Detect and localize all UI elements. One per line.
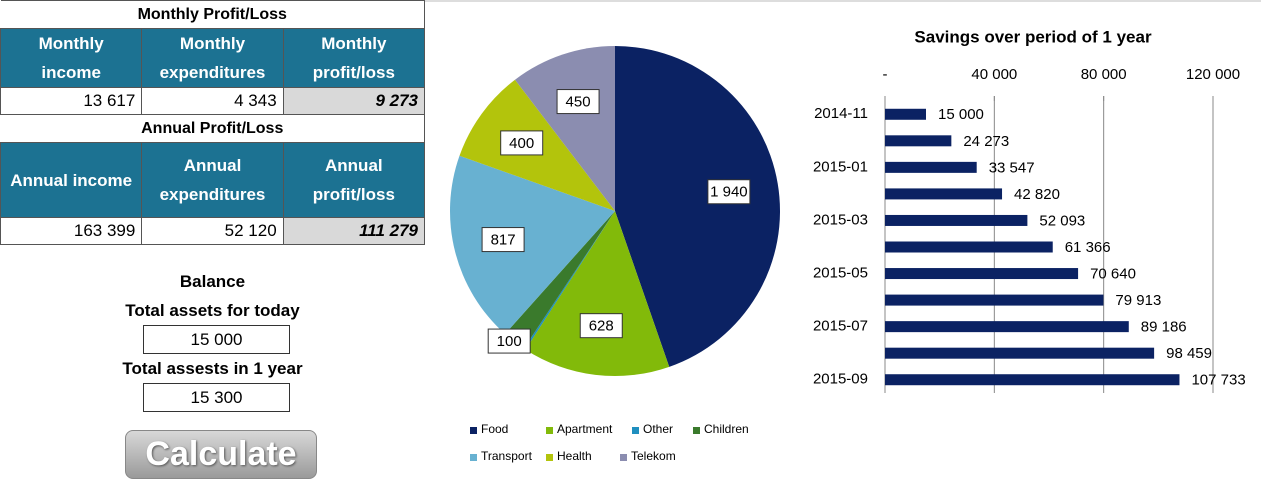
legend-swatch — [693, 427, 700, 434]
label-box — [556, 89, 600, 115]
bar — [885, 374, 1180, 386]
label-box — [481, 227, 525, 253]
value-box: 15 300 — [143, 383, 290, 412]
y-tick-label: 2015-01 — [813, 158, 868, 175]
data-label: 1 940 — [710, 184, 748, 201]
legend-label: Transport — [481, 449, 533, 463]
cell: 4 343 — [141, 87, 284, 115]
label-box — [487, 328, 531, 354]
pie-slice — [615, 46, 780, 367]
cell: 163 399 — [0, 217, 143, 245]
legend-swatch — [546, 427, 553, 434]
x-tick-label: 120 000 — [1186, 66, 1240, 83]
data-label: 107 733 — [1191, 372, 1245, 389]
cell: 9 273 — [282, 87, 426, 115]
bar — [885, 214, 1028, 226]
data-label: 70 640 — [1090, 266, 1136, 283]
data-label: 98 459 — [1166, 345, 1212, 362]
pie-slice — [515, 46, 615, 211]
header: Annual profit/loss — [282, 142, 426, 218]
cell: 111 279 — [282, 217, 426, 245]
bar — [885, 347, 1155, 359]
data-label: 89 186 — [1141, 319, 1187, 336]
data-label: 42 820 — [1014, 186, 1060, 203]
x-tick-label: 40 000 — [971, 66, 1017, 83]
data-label: 79 913 — [1115, 292, 1161, 309]
legend-label: Apartment — [557, 422, 613, 436]
bar — [885, 188, 1003, 200]
y-tick-label: 2015-05 — [813, 265, 868, 282]
bar — [885, 268, 1079, 280]
header: Monthly income — [0, 28, 143, 88]
legend-label: Health — [557, 449, 592, 463]
profit-panel: Monthly Profit/Loss Monthly income Monthl… — [0, 0, 426, 479]
bar — [885, 241, 1053, 253]
y-tick-label: 2014-11 — [814, 105, 868, 122]
data-label: 450 — [566, 94, 591, 111]
data-label: 15 000 — [938, 106, 984, 123]
monthly-table: Monthly Profit/Loss Monthly income Monthl… — [0, 0, 426, 245]
legend-swatch — [546, 454, 553, 461]
header: Monthly profit/loss — [282, 28, 426, 88]
label-box — [579, 313, 623, 339]
chart-title: Savings over period of 1 year — [914, 27, 1152, 46]
x-tick-label: 80 000 — [1081, 66, 1127, 83]
bar — [885, 161, 977, 173]
data-label: 817 — [491, 232, 516, 249]
legend-swatch — [620, 454, 627, 461]
bar — [885, 108, 926, 120]
pie-slice — [504, 211, 615, 349]
legend-label: Children — [704, 422, 749, 436]
data-label: 628 — [589, 318, 614, 335]
pie-slice — [449, 155, 615, 334]
value-box: 15 000 — [143, 325, 290, 354]
y-tick-label: 2015-03 — [813, 211, 868, 228]
bar — [885, 321, 1129, 333]
label: Total assets for today — [125, 301, 300, 320]
header: Monthly expenditures — [141, 28, 284, 88]
pie-slice — [525, 211, 670, 376]
y-tick-label: 2015-09 — [813, 371, 868, 388]
legend-label: Food — [481, 422, 508, 436]
pie-slice — [523, 211, 615, 350]
table-title: Annual Profit/Loss — [0, 114, 425, 143]
table-title: Monthly Profit/Loss — [0, 0, 425, 29]
pie-slice — [459, 79, 615, 211]
cell: 52 120 — [141, 217, 284, 245]
legend-swatch — [470, 454, 477, 461]
header: Annual income — [0, 142, 143, 218]
header: Annual expenditures — [141, 142, 284, 218]
legend-swatch — [470, 427, 477, 434]
data-label: 24 273 — [963, 133, 1009, 150]
legend-label: Telekom — [631, 449, 676, 463]
data-label: 61 366 — [1065, 239, 1111, 256]
label-box — [707, 179, 751, 205]
data-label: 33 547 — [989, 159, 1035, 176]
label: Total assests in 1 year — [122, 359, 303, 378]
x-tick-label: - — [883, 66, 888, 83]
label-box — [500, 130, 544, 156]
legend-swatch — [632, 427, 639, 434]
data-label: 52 093 — [1039, 212, 1085, 229]
bar — [885, 294, 1104, 306]
legend-label: Other — [643, 422, 673, 436]
bar — [885, 135, 952, 147]
calculate-button[interactable]: Calculate — [125, 430, 317, 479]
balance-title: Balance — [179, 272, 246, 291]
cell: 13 617 — [0, 87, 143, 115]
y-tick-label: 2015-07 — [813, 318, 868, 335]
data-label: 400 — [509, 135, 534, 152]
data-label: 100 — [497, 333, 522, 350]
